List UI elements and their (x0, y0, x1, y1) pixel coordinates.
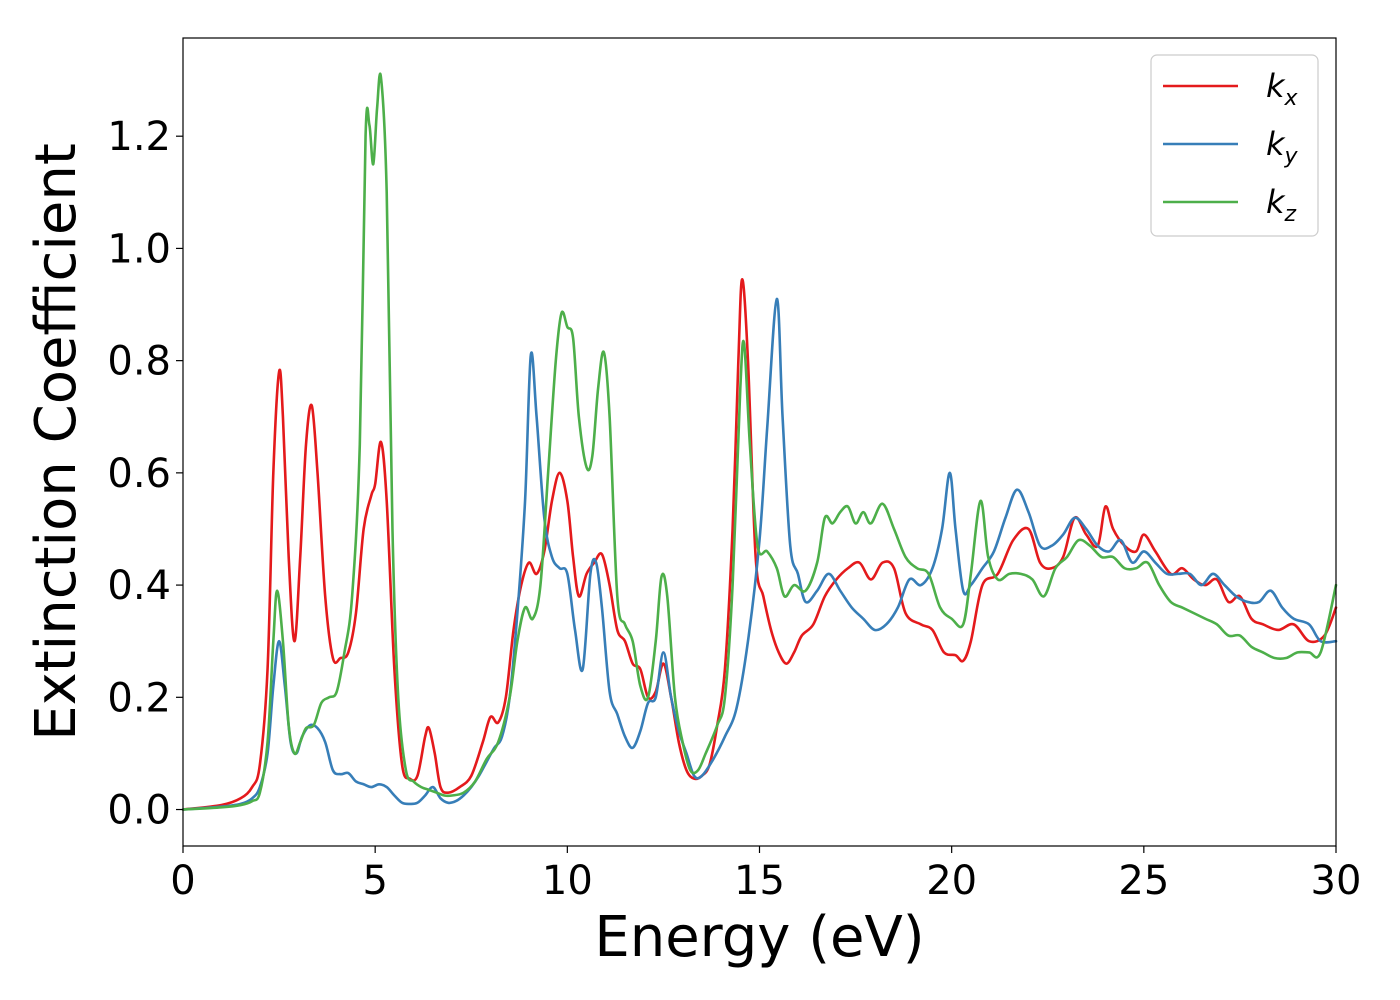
y-tick-label: 1.2 (107, 114, 171, 160)
x-tick-label: 0 (170, 858, 195, 904)
y-axis-ticks: 0.0 0.2 0.4 0.6 0.8 1.0 1.2 (107, 114, 183, 834)
y-axis-title: Extinction Coefficient (24, 143, 89, 741)
y-tick-label: 1.0 (107, 226, 171, 272)
y-tick-label: 0.2 (107, 675, 171, 721)
legend: kx ky kz (1150, 54, 1319, 237)
x-tick-label: 15 (734, 858, 785, 904)
x-tick-label: 5 (362, 858, 387, 904)
x-axis-title: Energy (eV) (594, 905, 924, 970)
x-tick-label: 30 (1311, 858, 1362, 904)
legend-frame (1150, 54, 1319, 237)
x-tick-label: 10 (542, 858, 593, 904)
series-line-z (181, 72, 1338, 811)
y-tick-label: 0.4 (107, 563, 171, 609)
x-tick-label: 25 (1118, 858, 1169, 904)
y-tick-label: 0.0 (107, 788, 171, 834)
series-line-y (181, 297, 1338, 811)
legend-label-y: ky (1266, 125, 1299, 169)
y-tick-label: 0.6 (107, 451, 171, 497)
y-tick-label: 0.8 (107, 339, 171, 385)
legend-label-x: kx (1266, 67, 1299, 111)
x-axis-ticks: 0 5 10 15 20 25 30 (170, 846, 1361, 904)
series-lines (181, 72, 1338, 811)
x-tick-label: 20 (926, 858, 977, 904)
legend-label-z: kz (1266, 183, 1297, 227)
